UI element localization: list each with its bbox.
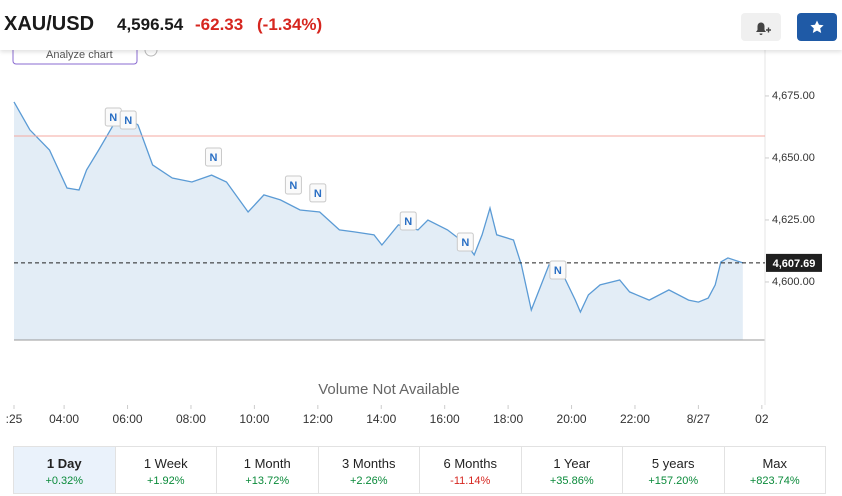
period-label: 5 years xyxy=(651,456,695,471)
change-pct: (-1.34%) xyxy=(257,15,323,34)
header: XAU/USD 4,596.54 -62.33 (-1.34%) xyxy=(0,0,842,50)
x-tick-label: 18:00 xyxy=(493,412,523,426)
x-tick-label: 02 xyxy=(755,412,769,426)
x-tick-label: 08:00 xyxy=(176,412,206,426)
y-tick-label: 4,675.00 xyxy=(772,90,815,102)
news-marker xyxy=(399,211,417,231)
news-marker-label: N xyxy=(554,265,562,277)
news-marker-label: N xyxy=(404,216,412,228)
period-label: 1 Day xyxy=(46,456,82,471)
news-marker-label: N xyxy=(124,115,132,127)
x-tick-label: 8/27 xyxy=(687,412,711,426)
news-marker xyxy=(456,232,474,252)
period-tabs: 1 Day +0.32% 1 Week +1.92% 1 Month +13.72% 3 M… xyxy=(13,446,826,494)
period-tab[interactable]: 1 Month +13.72% xyxy=(216,447,318,493)
period-tab[interactable]: 6 Months -11.14% xyxy=(419,447,521,493)
x-tick-label: :25 xyxy=(6,412,23,426)
x-tick-label: 20:00 xyxy=(557,412,587,426)
period-tab[interactable]: Max +823.74% xyxy=(723,447,826,493)
change: -62.33 xyxy=(195,15,244,34)
news-marker-label: N xyxy=(289,180,297,192)
period-label: Max xyxy=(762,456,788,471)
y-tick-label: 4,600.00 xyxy=(772,276,815,288)
x-tick-label: 14:00 xyxy=(366,412,396,426)
period-tab[interactable]: 5 years +157.20% xyxy=(622,447,724,493)
analyze-text: Analyze chart xyxy=(46,49,113,61)
current-price-box xyxy=(766,253,822,272)
period-change: +157.20% xyxy=(648,475,699,487)
period-change: +1.92% xyxy=(146,475,185,487)
star-icon xyxy=(810,20,824,33)
x-tick-label: 04:00 xyxy=(49,412,79,426)
period-label: 1 Week xyxy=(143,456,188,471)
area-fill xyxy=(14,101,743,341)
period-label: 1 Year xyxy=(553,456,591,471)
y-tick-label: 4,625.00 xyxy=(772,214,815,226)
news-marker xyxy=(309,183,327,203)
period-tab[interactable]: 1 Week +1.92% xyxy=(114,447,217,493)
period-change: +35.86% xyxy=(549,475,594,487)
volume-note: Volume Not Available xyxy=(318,381,459,398)
news-marker xyxy=(204,147,222,167)
period-tab[interactable]: 3 Months +2.26% xyxy=(317,447,420,493)
period-change: +0.32% xyxy=(45,475,84,487)
news-marker-label: N xyxy=(461,237,469,249)
period-change: -11.14% xyxy=(450,475,491,487)
period-label: 3 Months xyxy=(342,456,396,471)
period-tab[interactable]: 1 Year +35.86% xyxy=(520,447,623,493)
period-change: +13.72% xyxy=(245,475,290,487)
chart: Analyze chart Investing.com4,600.004,625… xyxy=(6,41,822,426)
bell-icon xyxy=(756,22,771,35)
price: 4,596.54 xyxy=(117,15,184,34)
x-tick-label: 16:00 xyxy=(430,412,460,426)
y-tick-label: 4,650.00 xyxy=(772,152,815,164)
news-marker xyxy=(549,260,567,280)
x-tick-label: 10:00 xyxy=(239,412,269,426)
period-change: +823.74% xyxy=(749,475,800,487)
x-tick-label: 22:00 xyxy=(620,412,650,426)
news-marker-label: N xyxy=(210,152,218,164)
x-tick-label: 06:00 xyxy=(113,412,143,426)
period-change: +2.26% xyxy=(349,475,388,487)
news-marker xyxy=(284,175,302,195)
period-label: 1 Month xyxy=(243,456,291,471)
period-label: 6 Months xyxy=(443,456,497,471)
x-tick-label: 12:00 xyxy=(303,412,333,426)
symbol: XAU/USD xyxy=(4,13,95,35)
news-marker xyxy=(119,110,137,130)
period-tab[interactable]: 1 Day +0.32% xyxy=(14,447,115,493)
alert-button[interactable] xyxy=(741,13,781,41)
watchlist-button[interactable] xyxy=(797,13,837,41)
news-marker-label: N xyxy=(109,112,117,124)
current-price-label: 4,607.69 xyxy=(773,258,816,270)
news-marker-label: N xyxy=(314,188,322,200)
